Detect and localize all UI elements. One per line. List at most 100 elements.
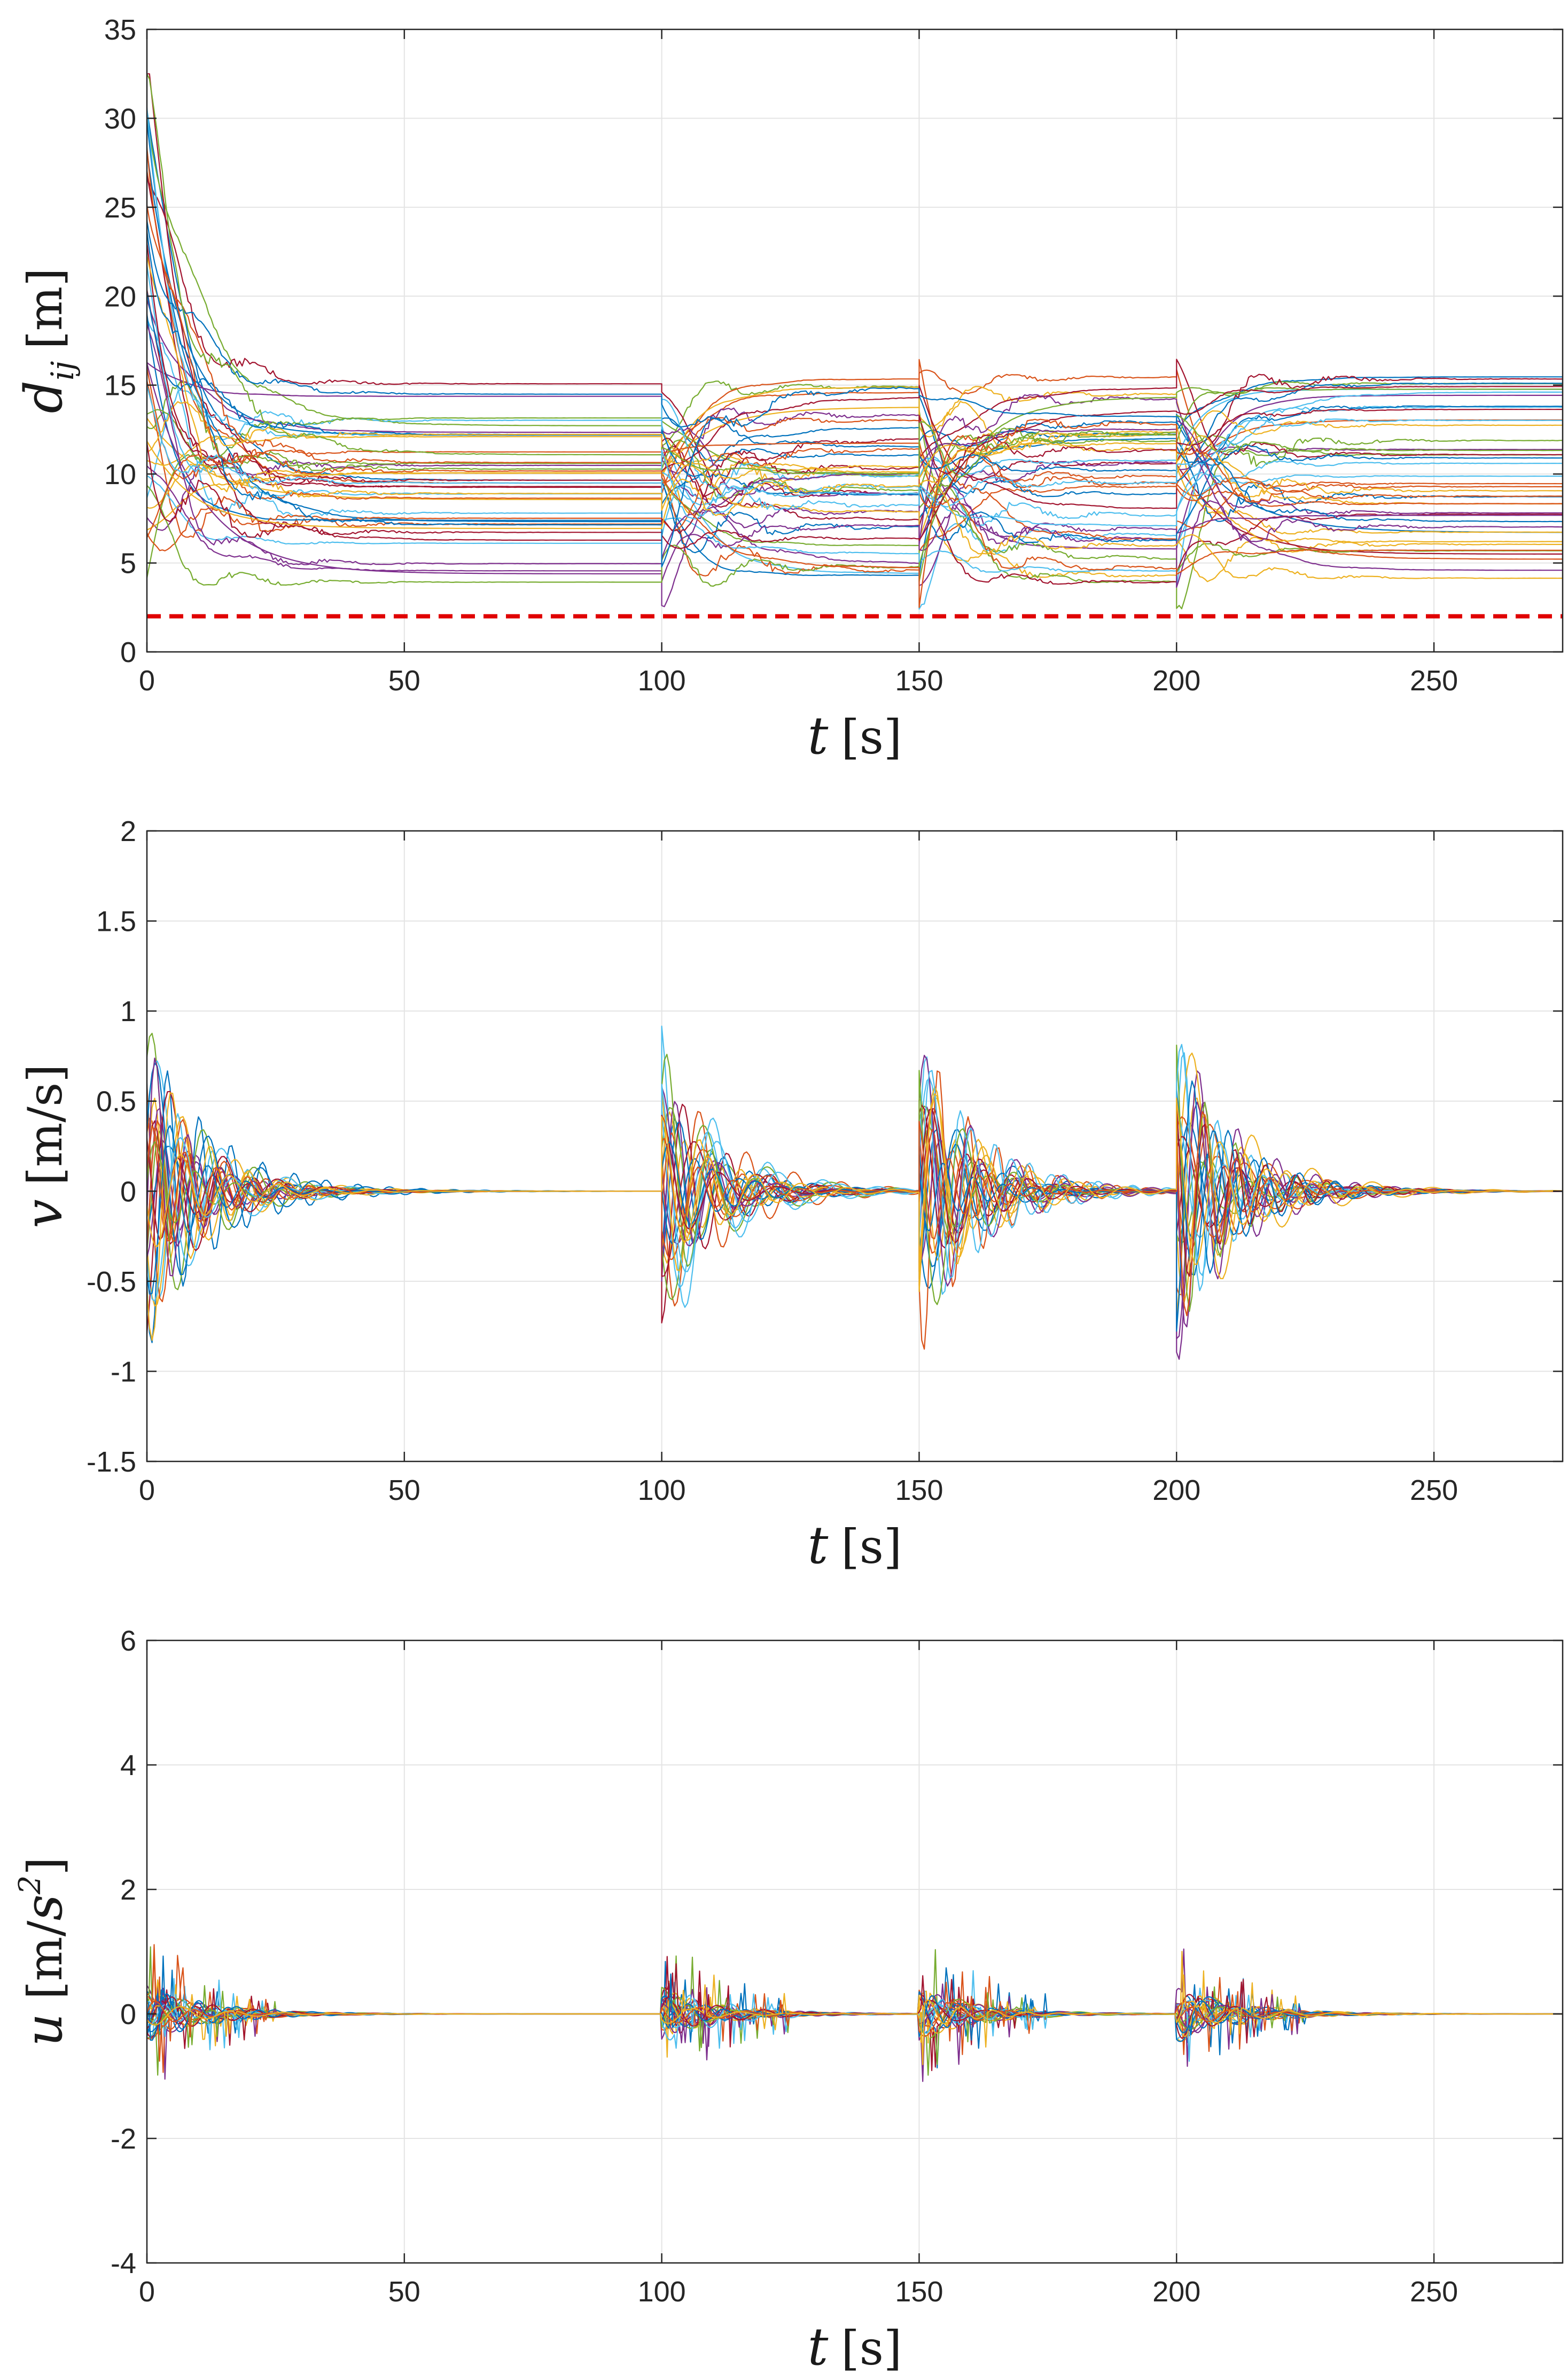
distance-xtick-label-5: 250 bbox=[1410, 665, 1458, 697]
distance-series-44 bbox=[146, 205, 1563, 608]
distance-series-36 bbox=[146, 220, 1563, 482]
distance-series-30 bbox=[146, 147, 1563, 507]
control-ylabel: u [m/s2] bbox=[13, 1857, 74, 2047]
distance-series-11 bbox=[146, 299, 1563, 587]
velocity-xtick-label-3: 150 bbox=[895, 1474, 943, 1506]
distance-ylabel-sub: ij bbox=[44, 361, 81, 381]
distance-series-6 bbox=[146, 389, 1563, 610]
velocity-ytick-label-7: 2 bbox=[120, 815, 136, 847]
velocity-xlabel: t [s] bbox=[808, 1515, 902, 1575]
distance-ylabel: dij [m] bbox=[14, 268, 81, 413]
distance-series-10 bbox=[146, 423, 1563, 535]
control-ytick-label-1: -2 bbox=[111, 2123, 136, 2155]
chart-distance: 0 50 100 150 200 250 0 5 10 15 20 25 30 35 dij [m] t [s… bbox=[14, 14, 1564, 766]
distance-series-19 bbox=[146, 417, 1563, 579]
distance-series-4 bbox=[146, 394, 1563, 550]
distance-xtick-label-3: 150 bbox=[895, 665, 943, 697]
velocity-xlabel-unit: [s] bbox=[841, 1519, 902, 1574]
distance-series-35 bbox=[146, 242, 1563, 541]
distance-ytick-label-7: 35 bbox=[104, 14, 136, 46]
velocity-ticks: 0 50 100 150 200 250 -1.5 -1 -0.5 0 0.5 1 1.5 2 bbox=[87, 815, 1563, 1506]
control-ylabel-unit-s: s bbox=[14, 1894, 74, 1920]
distance-series-42 bbox=[146, 386, 1563, 549]
velocity-series-23 bbox=[146, 1111, 1563, 1317]
distance-ytick-label-0: 0 bbox=[120, 636, 136, 668]
distance-ytick-label-5: 25 bbox=[104, 192, 136, 224]
control-xlabel-unit: [s] bbox=[841, 2321, 902, 2373]
velocity-series-24 bbox=[146, 1093, 1563, 1273]
distance-xtick-label-0: 0 bbox=[139, 665, 155, 697]
distance-xtick-label-2: 100 bbox=[638, 665, 686, 697]
control-xtick-label-3: 150 bbox=[895, 2276, 943, 2308]
control-ylabel-var: u bbox=[14, 2013, 74, 2047]
distance-series-31 bbox=[146, 401, 1563, 539]
distance-xlabel: t [s] bbox=[808, 706, 902, 766]
distance-series-37 bbox=[146, 442, 1563, 575]
distance-series-14 bbox=[146, 174, 1563, 585]
distance-series-28 bbox=[146, 289, 1563, 509]
control-series bbox=[146, 1944, 1562, 2082]
velocity-ytick-label-6: 1.5 bbox=[96, 906, 136, 938]
control-xtick-label-4: 200 bbox=[1152, 2276, 1200, 2308]
control-ytick-label-5: 6 bbox=[120, 1625, 136, 1657]
distance-series-18 bbox=[146, 363, 1563, 608]
control-ylabel-unit-post: ] bbox=[18, 1857, 73, 1875]
control-xlabel-var: t bbox=[808, 2317, 829, 2373]
control-ticks: 0 50 100 150 200 250 -4 -2 0 2 4 6 bbox=[111, 1625, 1563, 2308]
distance-series-34 bbox=[146, 265, 1563, 527]
distance-axes-frame bbox=[146, 28, 1564, 653]
velocity-xtick-label-0: 0 bbox=[139, 1474, 155, 1506]
distance-ylabel-var: d bbox=[14, 380, 74, 413]
distance-series-45 bbox=[146, 440, 1563, 579]
distance-series-32 bbox=[146, 394, 1563, 582]
velocity-axes-frame bbox=[146, 830, 1564, 1462]
velocity-ytick-label-4: 0.5 bbox=[96, 1086, 136, 1118]
distance-series-12 bbox=[146, 380, 1563, 582]
distance-series-23 bbox=[146, 448, 1563, 551]
distance-xtick-label-1: 50 bbox=[388, 665, 420, 697]
control-xtick-label-0: 0 bbox=[139, 2276, 155, 2308]
distance-series-22 bbox=[146, 121, 1563, 554]
control-xtick-label-2: 100 bbox=[638, 2276, 686, 2308]
velocity-ylabel-var: v bbox=[14, 1199, 74, 1228]
velocity-ytick-label-2: -0.5 bbox=[87, 1266, 136, 1298]
velocity-ylabel-unit: [m/s] bbox=[18, 1064, 73, 1185]
distance-series-38 bbox=[146, 255, 1563, 511]
control-ylabel-unit-exp: 2 bbox=[13, 1876, 48, 1895]
velocity-xtick-label-1: 50 bbox=[388, 1474, 420, 1506]
control-ytick-label-4: 4 bbox=[120, 1749, 136, 1781]
control-ytick-label-2: 0 bbox=[120, 1998, 136, 2030]
velocity-xtick-label-5: 250 bbox=[1410, 1474, 1458, 1506]
distance-series-7 bbox=[146, 178, 1563, 555]
control-ytick-label-3: 2 bbox=[120, 1874, 136, 1906]
distance-ytick-label-6: 30 bbox=[104, 103, 136, 135]
distance-series-16 bbox=[146, 359, 1563, 540]
velocity-ytick-label-0: -1.5 bbox=[87, 1446, 136, 1478]
distance-ytick-label-2: 10 bbox=[104, 458, 136, 491]
control-xtick-label-5: 250 bbox=[1410, 2276, 1458, 2308]
control-axes-frame bbox=[146, 1639, 1564, 2264]
velocity-ytick-label-5: 1 bbox=[120, 995, 136, 1028]
control-xlabel: t [s] bbox=[808, 2317, 902, 2373]
velocity-ytick-label-3: 0 bbox=[120, 1176, 136, 1208]
distance-series-9 bbox=[146, 380, 1563, 577]
distance-series-1 bbox=[146, 110, 1563, 576]
control-series-24 bbox=[146, 1974, 1562, 2065]
velocity-ytick-label-1: -1 bbox=[111, 1356, 136, 1388]
distance-series bbox=[146, 73, 1563, 610]
control-ytick-label-0: -4 bbox=[111, 2247, 136, 2279]
distance-ylabel-unit: [m] bbox=[18, 268, 73, 349]
distance-xlabel-unit: [s] bbox=[841, 710, 902, 765]
velocity-xlabel-var: t bbox=[808, 1515, 829, 1575]
distance-series-43 bbox=[146, 230, 1563, 567]
distance-series-41 bbox=[146, 385, 1563, 520]
velocity-series bbox=[146, 1025, 1563, 1360]
distance-series-40 bbox=[146, 73, 1563, 478]
distance-series-29 bbox=[146, 291, 1563, 543]
velocity-xtick-label-2: 100 bbox=[638, 1474, 686, 1506]
distance-ticks: 0 50 100 150 200 250 0 5 10 15 20 25 30 35 bbox=[104, 14, 1563, 697]
chart-velocity: 0 50 100 150 200 250 -1.5 -1 -0.5 0 0.5 1 1.5 2 v [m/s… bbox=[14, 815, 1564, 1575]
velocity-xtick-label-4: 200 bbox=[1152, 1474, 1200, 1506]
